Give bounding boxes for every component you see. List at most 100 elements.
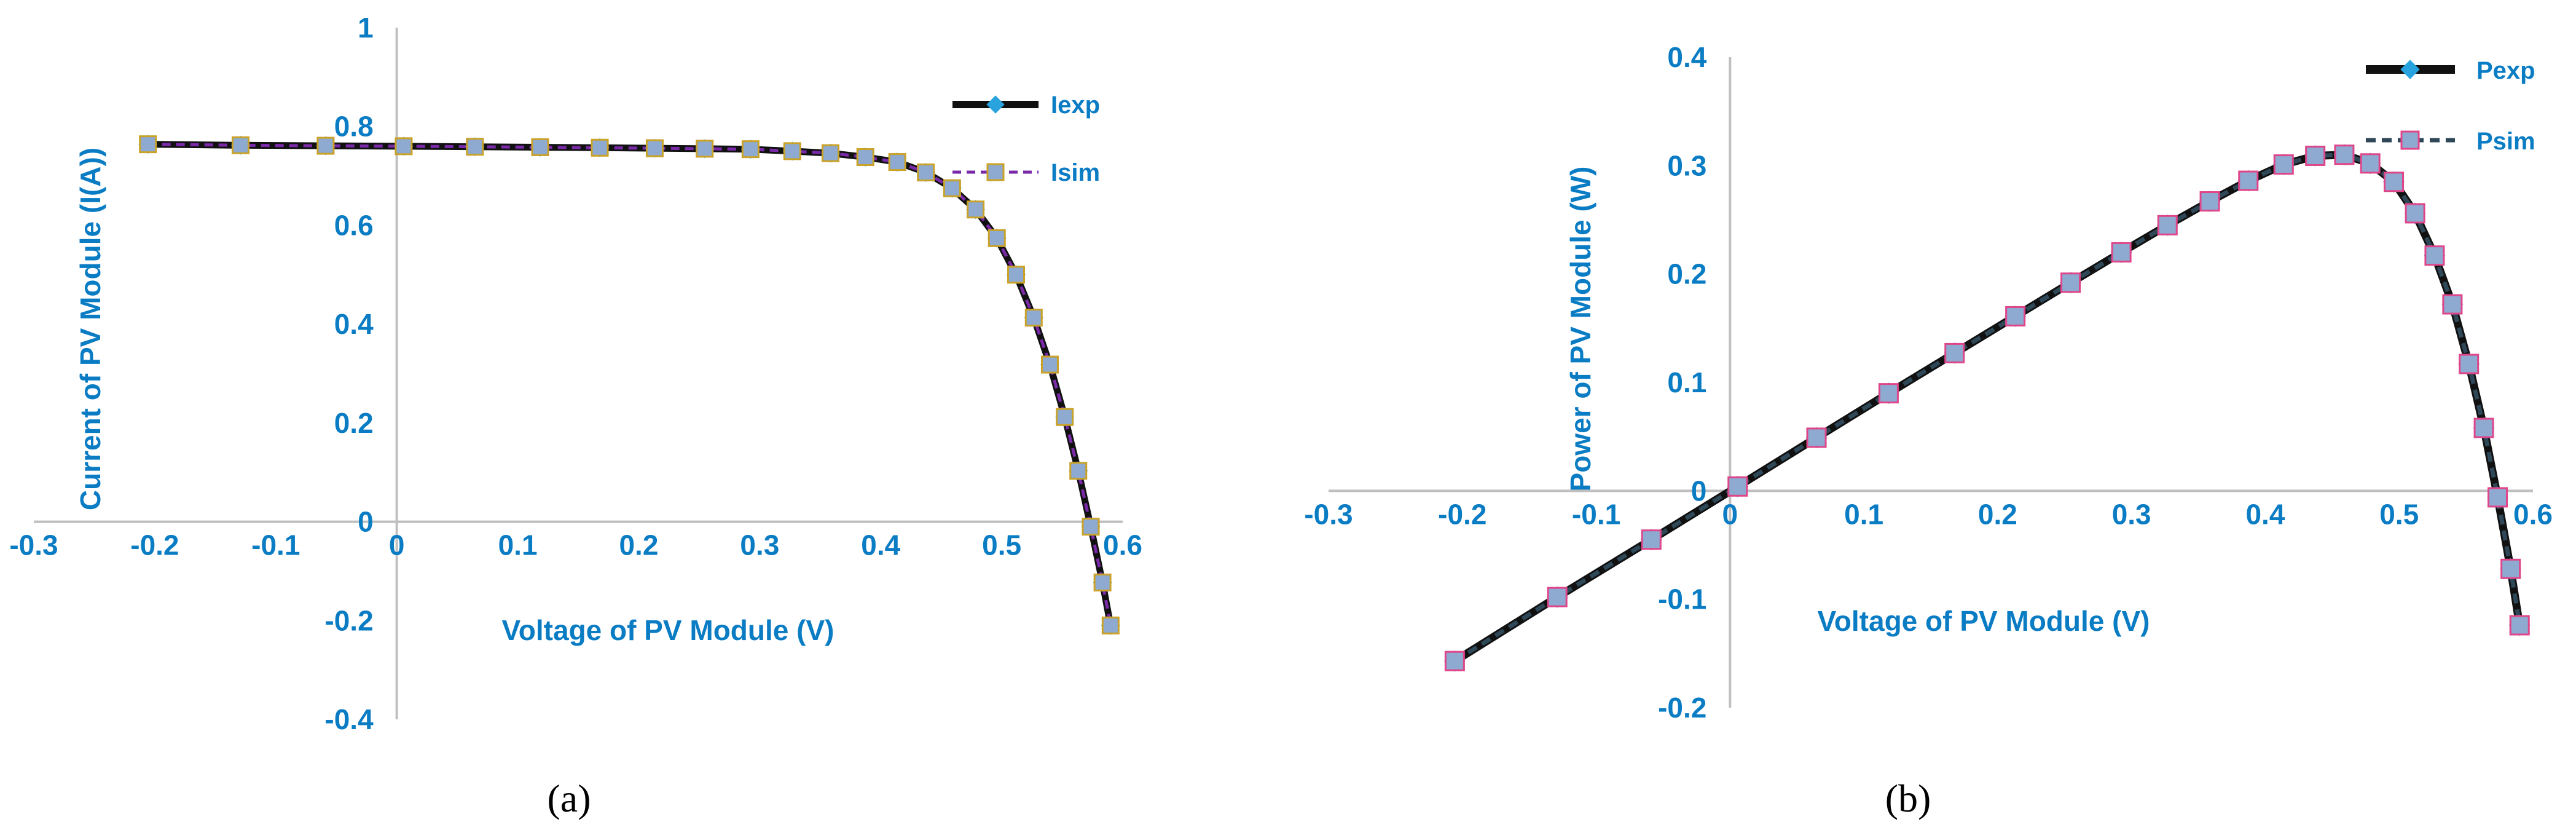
data-point-isim bbox=[1069, 462, 1088, 480]
x-tick-label: -0.2 bbox=[130, 529, 179, 561]
x-tick-label: 0.2 bbox=[619, 529, 658, 561]
x-tick-label: 0.3 bbox=[2112, 498, 2151, 530]
data-point-psim bbox=[2238, 170, 2259, 191]
legend-isim-label: Isim bbox=[1051, 159, 1100, 186]
y-tick-label: 0.2 bbox=[1667, 258, 1706, 290]
legend-iexp-marker bbox=[986, 95, 1005, 114]
data-point-isim bbox=[888, 153, 906, 172]
y-tick-label: 0 bbox=[1691, 475, 1707, 507]
x-tick-label: 0.5 bbox=[982, 529, 1021, 561]
data-point-psim bbox=[2405, 203, 2425, 224]
panel-b-series-markers bbox=[1443, 144, 2531, 672]
legend-psim-marker bbox=[2400, 130, 2420, 150]
panel-b-y-axis-label: Power of PV Module (W) bbox=[1565, 167, 1596, 492]
data-point-isim bbox=[231, 136, 249, 154]
x-tick-label: 0.6 bbox=[2513, 498, 2553, 530]
y-tick-label: 0.1 bbox=[1667, 366, 1706, 398]
panel-b-caption: (b) bbox=[1885, 777, 1931, 820]
panel-b-legend: Pexp Psim bbox=[2366, 57, 2535, 155]
data-point-psim bbox=[2488, 487, 2508, 508]
data-point-psim bbox=[1547, 587, 1568, 607]
data-point-psim bbox=[1878, 383, 1899, 404]
legend-pexp-marker bbox=[2400, 60, 2420, 79]
y-tick-label: -0.1 bbox=[1658, 583, 1706, 615]
panel-a-x-axis-label: Voltage of PV Module (V) bbox=[502, 614, 834, 646]
x-tick-label: -0.3 bbox=[9, 529, 58, 561]
y-tick-label: -0.2 bbox=[1658, 692, 1706, 724]
data-point-isim bbox=[943, 179, 961, 197]
data-point-isim bbox=[1101, 616, 1120, 634]
data-point-isim bbox=[395, 137, 413, 156]
panel-a-legend: Iexp Isim bbox=[952, 92, 1100, 186]
data-point-isim bbox=[1040, 355, 1059, 374]
x-tick-label: 0.2 bbox=[1978, 498, 2017, 530]
data-point-psim bbox=[2305, 145, 2326, 166]
panel-b-power-voltage-chart: -0.3 -0.2 -0.1 0 0.1 0.2 0.3 0.4 0.5 0.6 -0.2 -0.1 0… bbox=[1304, 41, 2553, 724]
x-tick-label: 0.3 bbox=[740, 529, 779, 561]
x-tick-label: 0 bbox=[389, 529, 405, 561]
y-tick-label: -0.2 bbox=[324, 604, 373, 636]
y-tick-label: 0.8 bbox=[334, 111, 374, 143]
data-point-isim bbox=[645, 139, 664, 157]
x-tick-label: 0.6 bbox=[1103, 529, 1142, 561]
series-line-psim bbox=[1453, 152, 2522, 663]
x-tick-label: -0.2 bbox=[1438, 498, 1486, 530]
data-point-isim bbox=[917, 163, 935, 181]
data-point-psim bbox=[2157, 215, 2178, 235]
data-point-isim bbox=[591, 138, 609, 157]
legend-pexp-label: Pexp bbox=[2476, 57, 2535, 84]
data-point-psim bbox=[2005, 306, 2026, 326]
data-point-psim bbox=[1944, 342, 1965, 363]
data-point-psim bbox=[2060, 272, 2081, 293]
legend-psim-label: Psim bbox=[2476, 128, 2535, 155]
data-point-psim bbox=[2442, 294, 2463, 315]
data-point-isim bbox=[1082, 518, 1100, 536]
panel-a-y-axis-label: Current of PV Module (I(A)) bbox=[74, 148, 106, 510]
data-point-isim bbox=[856, 148, 874, 167]
legend-entry-isim: Isim bbox=[952, 159, 1100, 186]
data-point-psim bbox=[2360, 153, 2381, 174]
data-point-psim bbox=[1641, 529, 1662, 550]
x-tick-label: 0 bbox=[1722, 498, 1738, 530]
data-point-isim bbox=[139, 135, 157, 154]
y-tick-label: 0.4 bbox=[1667, 41, 1706, 73]
data-point-isim bbox=[741, 140, 760, 159]
data-point-isim bbox=[988, 229, 1006, 247]
data-point-isim bbox=[1007, 266, 1026, 284]
legend-entry-pexp: Pexp bbox=[2366, 57, 2535, 84]
y-tick-label: 0.2 bbox=[334, 407, 374, 439]
data-point-isim bbox=[1024, 309, 1043, 327]
legend-entry-iexp: Iexp bbox=[952, 92, 1100, 119]
data-point-psim bbox=[1727, 476, 1748, 497]
x-tick-label: 0.1 bbox=[498, 529, 538, 561]
data-point-isim bbox=[783, 142, 801, 160]
data-point-isim bbox=[1093, 573, 1112, 591]
y-tick-label: 0.4 bbox=[334, 308, 374, 340]
x-tick-label: -0.3 bbox=[1304, 498, 1353, 530]
data-point-isim bbox=[1056, 408, 1074, 426]
panel-b-x-axis-label: Voltage of PV Module (V) bbox=[1818, 605, 2150, 637]
legend-iexp-label: Iexp bbox=[1051, 92, 1100, 119]
panel-a-caption: (a) bbox=[547, 777, 591, 820]
data-point-psim bbox=[2509, 615, 2530, 636]
data-point-isim bbox=[696, 140, 714, 158]
data-point-psim bbox=[2384, 172, 2405, 192]
data-point-isim bbox=[316, 136, 335, 155]
data-point-psim bbox=[2111, 242, 2132, 263]
data-point-psim bbox=[2459, 354, 2480, 374]
y-tick-label: 1 bbox=[358, 12, 374, 44]
y-tick-label: 0.6 bbox=[334, 209, 374, 241]
data-point-psim bbox=[2500, 558, 2521, 579]
data-point-psim bbox=[1444, 650, 1465, 671]
data-point-isim bbox=[466, 138, 484, 156]
x-tick-label: 0.5 bbox=[2379, 498, 2419, 530]
y-tick-label: 0 bbox=[358, 506, 374, 538]
data-point-psim bbox=[1806, 427, 1827, 448]
y-tick-label: -0.4 bbox=[324, 703, 374, 735]
y-tick-label: 0.3 bbox=[1667, 149, 1706, 181]
panel-a-tick-labels: -0.3 -0.2 -0.1 0 0.1 0.2 0.3 0.4 0.5 0.6 -0.4 -0.2 0… bbox=[9, 12, 1142, 735]
panel-a-series-markers bbox=[138, 135, 1120, 635]
x-tick-label: -0.1 bbox=[1572, 498, 1620, 530]
panel-b-tick-labels: -0.3 -0.2 -0.1 0 0.1 0.2 0.3 0.4 0.5 0.6 -0.2 -0.1 0… bbox=[1304, 41, 2553, 724]
